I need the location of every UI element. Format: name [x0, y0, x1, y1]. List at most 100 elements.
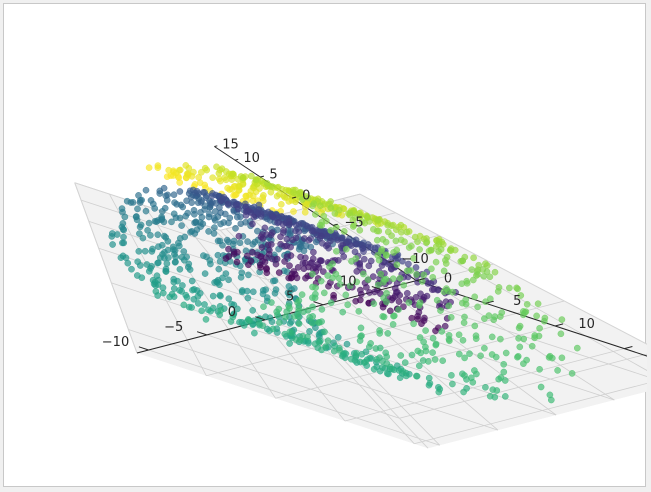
data-point	[417, 349, 425, 357]
data-point	[243, 252, 251, 260]
data-point	[283, 235, 291, 243]
data-point	[370, 225, 377, 233]
data-point	[247, 172, 255, 180]
data-point	[400, 281, 408, 289]
data-point	[209, 198, 216, 206]
data-point	[347, 242, 355, 249]
data-point	[536, 365, 543, 373]
data-point	[170, 278, 178, 286]
data-point	[170, 246, 177, 253]
data-point	[230, 248, 238, 256]
data-point	[190, 168, 197, 176]
data-point	[292, 234, 300, 242]
data-point	[390, 312, 398, 320]
data-point	[200, 252, 207, 259]
data-point	[234, 205, 242, 213]
data-point	[211, 224, 218, 231]
data-point	[317, 277, 325, 285]
data-point	[269, 213, 276, 220]
data-point	[268, 299, 275, 306]
data-point	[134, 205, 141, 213]
y-tick-label: 10	[578, 317, 595, 332]
data-point	[534, 300, 542, 308]
data-point	[215, 265, 223, 273]
data-point	[395, 298, 403, 305]
data-point	[493, 387, 501, 394]
data-point	[321, 328, 328, 336]
data-point	[488, 351, 496, 358]
data-point	[389, 275, 397, 283]
data-point	[342, 245, 350, 253]
data-point	[182, 291, 190, 299]
data-point	[474, 271, 481, 278]
data-point	[258, 244, 266, 251]
data-point	[410, 254, 417, 262]
data-point	[175, 166, 183, 174]
data-point	[249, 288, 257, 296]
data-point	[163, 260, 171, 267]
data-point	[247, 257, 255, 265]
data-point	[145, 267, 153, 275]
data-point	[285, 283, 293, 290]
x-tick-mark	[255, 316, 266, 321]
data-point	[439, 357, 447, 365]
data-point	[153, 218, 160, 225]
x-tick-mark	[371, 286, 382, 291]
data-point	[384, 330, 392, 337]
data-point	[309, 255, 317, 262]
data-point	[123, 197, 131, 205]
data-point	[486, 392, 494, 400]
data-point	[277, 233, 284, 241]
data-point	[477, 352, 484, 360]
data-point	[286, 262, 293, 270]
data-point	[143, 261, 151, 268]
floor-grid-y	[206, 302, 486, 377]
data-point	[413, 271, 420, 278]
data-point	[155, 243, 162, 250]
data-point	[486, 295, 494, 303]
data-point	[147, 231, 154, 239]
data-point	[339, 308, 347, 316]
data-point	[136, 199, 144, 206]
data-point	[536, 324, 543, 332]
data-point	[306, 314, 314, 321]
data-point	[148, 248, 156, 255]
data-point	[455, 350, 463, 358]
data-point	[363, 213, 371, 220]
data-point	[472, 332, 480, 340]
data-point	[393, 261, 401, 269]
data-point	[523, 300, 531, 308]
data-point	[201, 270, 209, 277]
data-point	[535, 332, 543, 340]
data-point	[470, 254, 477, 262]
left-grid-z	[80, 199, 242, 253]
x-tick-mark	[196, 331, 207, 336]
data-point	[244, 238, 251, 245]
data-point	[161, 204, 169, 212]
data-point	[461, 372, 468, 379]
z-tick-label: 10	[243, 151, 260, 166]
data-point	[277, 240, 284, 248]
data-point	[249, 248, 256, 256]
data-point	[172, 258, 179, 266]
data-point	[396, 274, 404, 282]
data-point	[466, 350, 473, 358]
data-point	[226, 214, 234, 222]
data-point	[403, 267, 411, 275]
floor-grid-y	[414, 382, 647, 445]
data-point	[292, 221, 300, 229]
data-point	[346, 282, 354, 290]
data-point	[290, 268, 298, 275]
back-grid-x	[254, 220, 499, 431]
data-point	[497, 335, 504, 343]
data-point	[281, 194, 289, 201]
data-point	[142, 186, 150, 194]
data-point	[424, 358, 432, 365]
data-point	[546, 391, 554, 399]
data-point	[320, 212, 328, 220]
data-point	[353, 349, 360, 357]
z-tick-label: 0	[302, 189, 310, 204]
data-point	[299, 259, 307, 267]
data-point	[340, 253, 348, 260]
data-point	[219, 274, 226, 282]
